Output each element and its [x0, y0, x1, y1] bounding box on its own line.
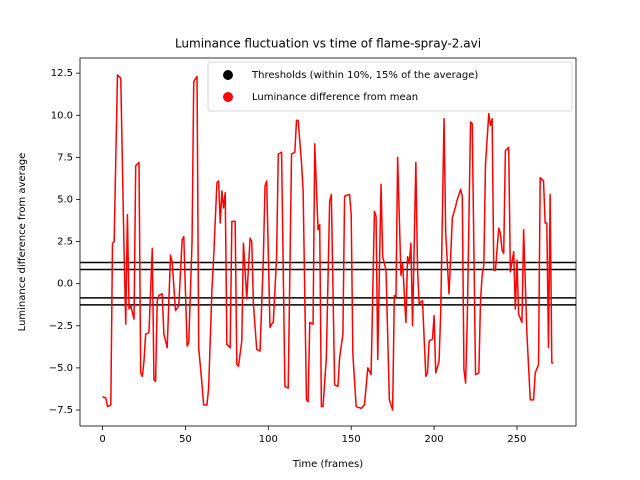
x-tick-label: 100 [259, 434, 278, 445]
y-tick-label: 7.5 [57, 152, 73, 163]
axes-frame [79, 57, 577, 427]
y-tick-label: 12.5 [51, 68, 73, 79]
legend-marker [223, 92, 233, 102]
legend-label: Thresholds (within 10%, 15% of the avera… [251, 70, 478, 81]
x-tick-label: 250 [507, 434, 526, 445]
data-line [102, 74, 554, 411]
legend-label: Luminance difference from mean [252, 92, 418, 103]
y-tick-label: 5.0 [57, 194, 73, 205]
x-tick-label: 0 [99, 434, 105, 445]
y-tick-label: 2.5 [57, 237, 73, 248]
y-tick-label: −5.0 [49, 363, 73, 374]
x-tick-label: 200 [425, 434, 444, 445]
legend-box [207, 61, 573, 112]
x-axis-label: Time (frames) [292, 459, 363, 470]
y-axis-label: Luminance difference from average [17, 153, 28, 332]
x-tick-label: 50 [179, 434, 192, 445]
chart-title: Luminance fluctuation vs time of flame-s… [175, 37, 481, 51]
y-tick-label: −2.5 [49, 321, 73, 332]
y-tick-label: 0.0 [57, 279, 73, 290]
x-tick-label: 150 [342, 434, 361, 445]
y-tick-label: 10.0 [51, 110, 73, 121]
legend-marker [223, 70, 233, 80]
y-tick-label: −7.5 [49, 405, 73, 416]
